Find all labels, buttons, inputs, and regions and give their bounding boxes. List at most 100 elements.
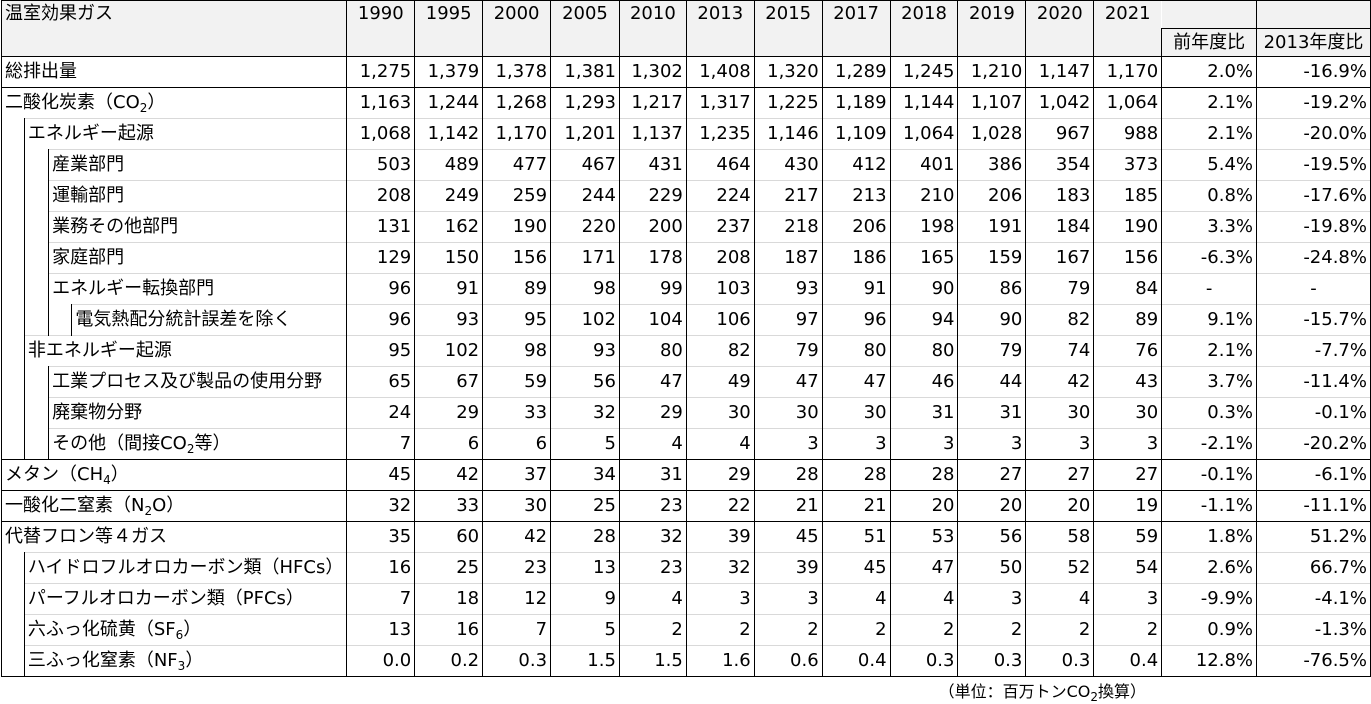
vs2013-cell: 51.2% bbox=[1256, 521, 1371, 553]
value-cell: 99 bbox=[618, 273, 687, 305]
table-title: 温室効果ガス bbox=[0, 0, 348, 57]
value-cell: 3 bbox=[957, 583, 1027, 615]
header-spacer bbox=[1256, 0, 1371, 29]
value-cell: 20 bbox=[889, 490, 959, 522]
indent-cell bbox=[1, 428, 25, 460]
value-cell: 43 bbox=[1093, 366, 1163, 398]
value-cell: 94 bbox=[889, 304, 959, 336]
value-cell: 24 bbox=[346, 397, 416, 429]
vs2013-header: 2013年度比 bbox=[1256, 28, 1371, 57]
yoy-cell: 2.1% bbox=[1161, 87, 1258, 119]
value-cell: 42 bbox=[414, 459, 484, 491]
indent-cell bbox=[23, 211, 50, 243]
value-cell: 1,170 bbox=[482, 118, 552, 150]
value-cell: 213 bbox=[821, 180, 891, 212]
value-cell: 229 bbox=[618, 180, 687, 212]
value-cell: 5 bbox=[550, 428, 620, 460]
year-header: 2000 bbox=[482, 0, 552, 57]
year-header: 2021 bbox=[1093, 0, 1162, 57]
value-cell: 34 bbox=[550, 459, 620, 491]
value-cell: 30 bbox=[753, 397, 823, 429]
value-cell: 93 bbox=[753, 273, 823, 305]
value-cell: 187 bbox=[753, 242, 823, 274]
value-cell: 1,064 bbox=[889, 118, 959, 150]
value-cell: 0.4 bbox=[1093, 645, 1163, 677]
value-cell: 401 bbox=[889, 149, 959, 181]
yoy-cell: -9.9% bbox=[1161, 583, 1258, 615]
value-cell: 1,144 bbox=[889, 87, 959, 119]
value-cell: 1,289 bbox=[821, 56, 891, 88]
value-cell: 208 bbox=[685, 242, 755, 274]
value-cell: 162 bbox=[414, 211, 484, 243]
value-cell: 96 bbox=[346, 304, 416, 336]
yoy-header: 前年度比 bbox=[1161, 28, 1258, 57]
value-cell: 1,235 bbox=[685, 118, 755, 150]
value-cell: 183 bbox=[1025, 180, 1095, 212]
value-cell: 90 bbox=[889, 273, 959, 305]
indent-cell bbox=[1, 552, 25, 584]
value-cell: 31 bbox=[618, 459, 687, 491]
table-row: 総排出量 1,275 1,379 1,378 1,381 1,302 1,408 1,320 1… bbox=[0, 56, 1371, 88]
value-cell: 29 bbox=[618, 397, 687, 429]
value-cell: 97 bbox=[753, 304, 823, 336]
table-row: 非エネルギー起源 95 102 98 93 80 82 79 80 80 79 74 76 2.1% -7.… bbox=[1, 335, 1371, 367]
value-cell: 96 bbox=[346, 273, 416, 305]
value-cell: 27 bbox=[1025, 459, 1095, 491]
value-cell: 79 bbox=[753, 335, 823, 367]
value-cell: 32 bbox=[618, 521, 687, 553]
value-cell: 178 bbox=[618, 242, 687, 274]
value-cell: 7 bbox=[482, 614, 552, 646]
value-cell: 98 bbox=[550, 273, 620, 305]
value-cell: 210 bbox=[889, 180, 959, 212]
value-cell: 1,042 bbox=[1025, 87, 1095, 119]
value-cell: 1,146 bbox=[753, 118, 823, 150]
vs2013-cell: -15.7% bbox=[1256, 304, 1371, 336]
value-cell: 218 bbox=[753, 211, 823, 243]
yoy-cell: -0.1% bbox=[1161, 459, 1258, 491]
value-cell: 3 bbox=[753, 583, 823, 615]
vs2013-cell: 66.7% bbox=[1256, 552, 1371, 584]
value-cell: 3 bbox=[957, 428, 1027, 460]
value-cell: 1,245 bbox=[889, 56, 959, 88]
value-cell: 1,244 bbox=[414, 87, 484, 119]
value-cell: 18 bbox=[414, 583, 484, 615]
value-cell: 988 bbox=[1093, 118, 1163, 150]
value-cell: 29 bbox=[414, 397, 484, 429]
value-cell: 200 bbox=[618, 211, 687, 243]
value-cell: 208 bbox=[346, 180, 416, 212]
yoy-cell: 5.4% bbox=[1161, 149, 1258, 181]
value-cell: 65 bbox=[346, 366, 416, 398]
value-cell: 37 bbox=[482, 459, 552, 491]
indent-cell bbox=[23, 397, 50, 429]
row-label: メタン（CH4） bbox=[0, 459, 348, 491]
value-cell: 67 bbox=[414, 366, 484, 398]
value-cell: 82 bbox=[685, 335, 755, 367]
vs2013-cell: -11.4% bbox=[1256, 366, 1371, 398]
row-label: 代替フロン等４ガス bbox=[0, 521, 348, 553]
value-cell: 165 bbox=[889, 242, 959, 274]
value-cell: 129 bbox=[346, 242, 416, 274]
year-header: 2015 bbox=[753, 0, 823, 57]
value-cell: 9 bbox=[550, 583, 620, 615]
value-cell: 2 bbox=[685, 614, 755, 646]
vs2013-cell: -1.3% bbox=[1256, 614, 1371, 646]
value-cell: 1,142 bbox=[414, 118, 484, 150]
value-cell: 206 bbox=[821, 211, 891, 243]
value-cell: 95 bbox=[346, 335, 416, 367]
row-label: 産業部門 bbox=[48, 149, 348, 181]
value-cell: 431 bbox=[618, 149, 687, 181]
yoy-cell: 3.7% bbox=[1161, 366, 1258, 398]
value-cell: 0.2 bbox=[414, 645, 484, 677]
row-label: 一酸化二窒素（N2O） bbox=[0, 490, 348, 522]
vs2013-cell: -24.8% bbox=[1256, 242, 1371, 274]
row-label: 工業プロセス及び製品の使用分野 bbox=[48, 366, 348, 398]
year-header: 2013 bbox=[685, 0, 755, 57]
value-cell: 31 bbox=[889, 397, 959, 429]
value-cell: 28 bbox=[889, 459, 959, 491]
row-label: 電気熱配分統計誤差を除く bbox=[71, 304, 348, 336]
yoy-cell: 2.1% bbox=[1161, 335, 1258, 367]
value-cell: 150 bbox=[414, 242, 484, 274]
value-cell: 0.3 bbox=[482, 645, 552, 677]
value-cell: 32 bbox=[346, 490, 416, 522]
value-cell: 46 bbox=[889, 366, 959, 398]
